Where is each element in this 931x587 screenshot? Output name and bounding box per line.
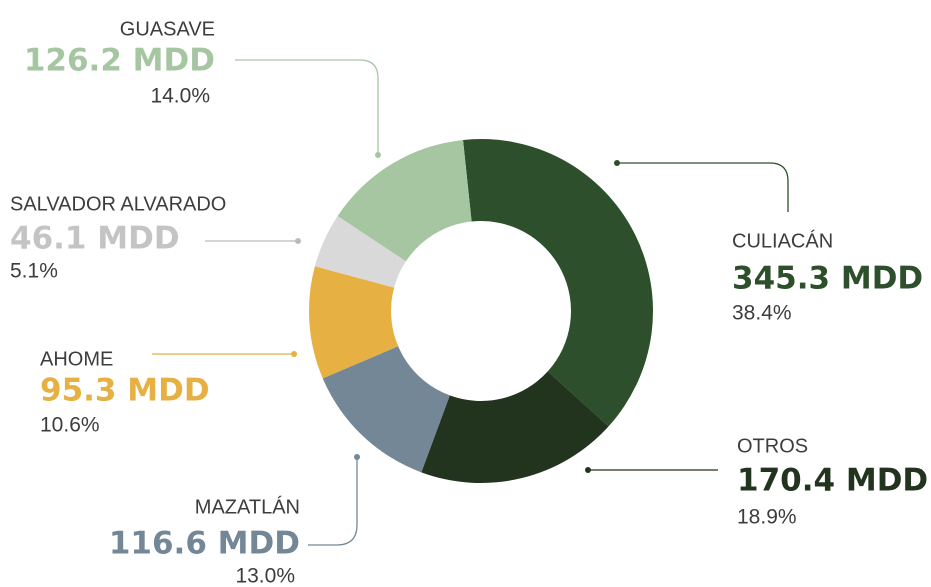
percent-label: 13.0% [235,565,295,587]
percent-label: 18.9% [737,506,797,529]
value-label: 95.3 MDD [40,373,210,409]
category-label: GUASAVE [120,18,215,40]
category-label: CULIACÁN [732,229,833,252]
value-label: 345.3 MDD [732,261,923,297]
leader-dot [295,238,301,244]
value-label: 46.1 MDD [10,221,180,257]
donut-slice [309,266,399,379]
value-label: 126.2 MDD [24,43,215,79]
value-label: 116.6 MDD [109,526,300,562]
leader-dot [291,351,297,357]
leader-line [617,162,789,212]
value-label: 170.4 MDD [737,463,928,499]
category-label: OTROS [737,435,808,457]
category-label: MAZATLÁN [195,495,300,518]
leader-dot [375,152,381,158]
category-label: SALVADOR ALVARADO [10,193,226,215]
percent-label: 10.6% [40,414,100,437]
percent-label: 5.1% [10,260,58,283]
leader-dot [354,454,360,460]
donut-slice [421,371,609,483]
leader-dot [614,160,620,166]
leader-dot [585,467,591,473]
category-label: AHOME [40,348,113,370]
donut-slice [463,139,654,427]
percent-label: 14.0% [150,85,210,108]
percent-label: 38.4% [732,302,792,325]
donut-slice [314,216,406,288]
donut-slice [322,346,450,473]
donut-slice [337,139,472,262]
leader-line [235,59,379,155]
leader-line [308,457,358,546]
